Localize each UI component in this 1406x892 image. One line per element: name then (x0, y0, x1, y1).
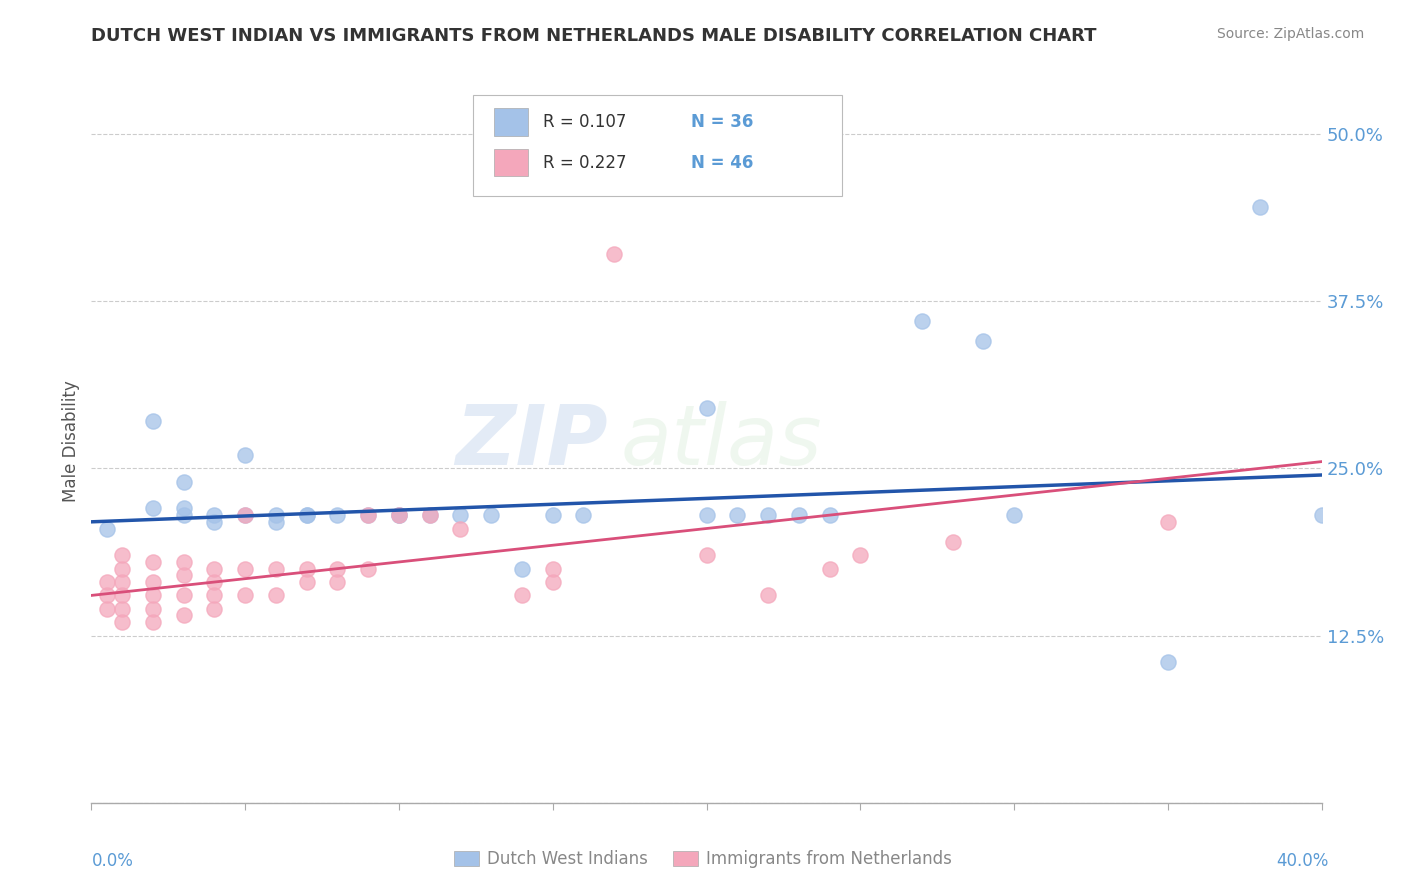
Text: N = 36: N = 36 (690, 113, 752, 131)
Point (295, 508, 318, 523)
Point (388, 508, 411, 523)
Point (233, 508, 256, 523)
Point (202, 575, 225, 590)
Point (295, 562, 318, 576)
Point (142, 589, 165, 603)
Point (725, 508, 748, 523)
Point (1002, 508, 1025, 523)
Point (942, 534, 965, 549)
Point (696, 508, 718, 523)
Point (787, 508, 810, 523)
Point (142, 575, 165, 590)
Point (419, 508, 441, 523)
Point (972, 334, 994, 349)
Point (541, 575, 564, 590)
Point (696, 548, 718, 563)
Point (326, 562, 349, 576)
Point (233, 508, 256, 523)
Point (818, 562, 841, 576)
Point (449, 521, 471, 535)
Point (96, 521, 118, 535)
Bar (494, 149, 529, 177)
Bar (494, 109, 529, 136)
Point (111, 548, 134, 563)
Y-axis label: Male Disability: Male Disability (62, 381, 80, 502)
Point (603, 247, 626, 261)
Point (911, 314, 934, 328)
Point (264, 508, 287, 523)
Point (202, 508, 225, 523)
Point (111, 575, 134, 590)
Point (479, 508, 502, 523)
Point (142, 615, 165, 630)
Point (173, 555, 195, 569)
Point (849, 548, 872, 563)
Point (326, 508, 349, 523)
Legend: Dutch West Indians, Immigrants from Netherlands: Dutch West Indians, Immigrants from Neth… (447, 844, 959, 875)
Point (142, 414, 165, 429)
Point (357, 508, 380, 523)
Point (233, 589, 256, 603)
Point (326, 575, 349, 590)
Point (202, 589, 225, 603)
Point (111, 562, 134, 576)
Point (233, 448, 256, 462)
Point (541, 562, 564, 576)
Point (142, 555, 165, 569)
Text: R = 0.227: R = 0.227 (543, 154, 627, 172)
Point (173, 501, 195, 516)
Text: ZIP: ZIP (456, 401, 607, 482)
Point (233, 562, 256, 576)
Text: 0.0%: 0.0% (91, 852, 134, 870)
Point (111, 589, 134, 603)
Point (1310, 508, 1333, 523)
Point (96, 589, 118, 603)
Text: N = 46: N = 46 (690, 154, 752, 172)
Point (449, 508, 471, 523)
Point (388, 508, 411, 523)
Text: R = 0.107: R = 0.107 (543, 113, 626, 131)
Text: atlas: atlas (620, 401, 823, 482)
Point (96, 602, 118, 616)
Text: DUTCH WEST INDIAN VS IMMIGRANTS FROM NETHERLANDS MALE DISABILITY CORRELATION CHA: DUTCH WEST INDIAN VS IMMIGRANTS FROM NET… (91, 27, 1097, 45)
Point (572, 508, 595, 523)
Point (264, 589, 287, 603)
Point (818, 508, 841, 523)
Point (173, 589, 195, 603)
Point (510, 589, 533, 603)
Point (202, 515, 225, 529)
Point (1157, 655, 1180, 669)
Point (357, 562, 380, 576)
Point (510, 562, 533, 576)
Point (264, 562, 287, 576)
FancyBboxPatch shape (472, 95, 842, 196)
Point (541, 508, 564, 523)
Point (756, 589, 779, 603)
Point (419, 508, 441, 523)
Point (173, 475, 195, 489)
Point (696, 401, 718, 416)
Point (295, 508, 318, 523)
Point (202, 602, 225, 616)
Point (96, 575, 118, 590)
Point (173, 508, 195, 523)
Point (357, 508, 380, 523)
Point (1157, 515, 1180, 529)
Text: Source: ZipAtlas.com: Source: ZipAtlas.com (1216, 27, 1364, 41)
Point (756, 508, 779, 523)
Point (142, 501, 165, 516)
Point (173, 608, 195, 623)
Point (388, 508, 411, 523)
Point (111, 602, 134, 616)
Text: 40.0%: 40.0% (1277, 852, 1329, 870)
Point (173, 568, 195, 582)
Point (111, 615, 134, 630)
Point (142, 602, 165, 616)
Point (264, 515, 287, 529)
Point (295, 575, 318, 590)
Point (202, 562, 225, 576)
Point (1249, 201, 1271, 215)
